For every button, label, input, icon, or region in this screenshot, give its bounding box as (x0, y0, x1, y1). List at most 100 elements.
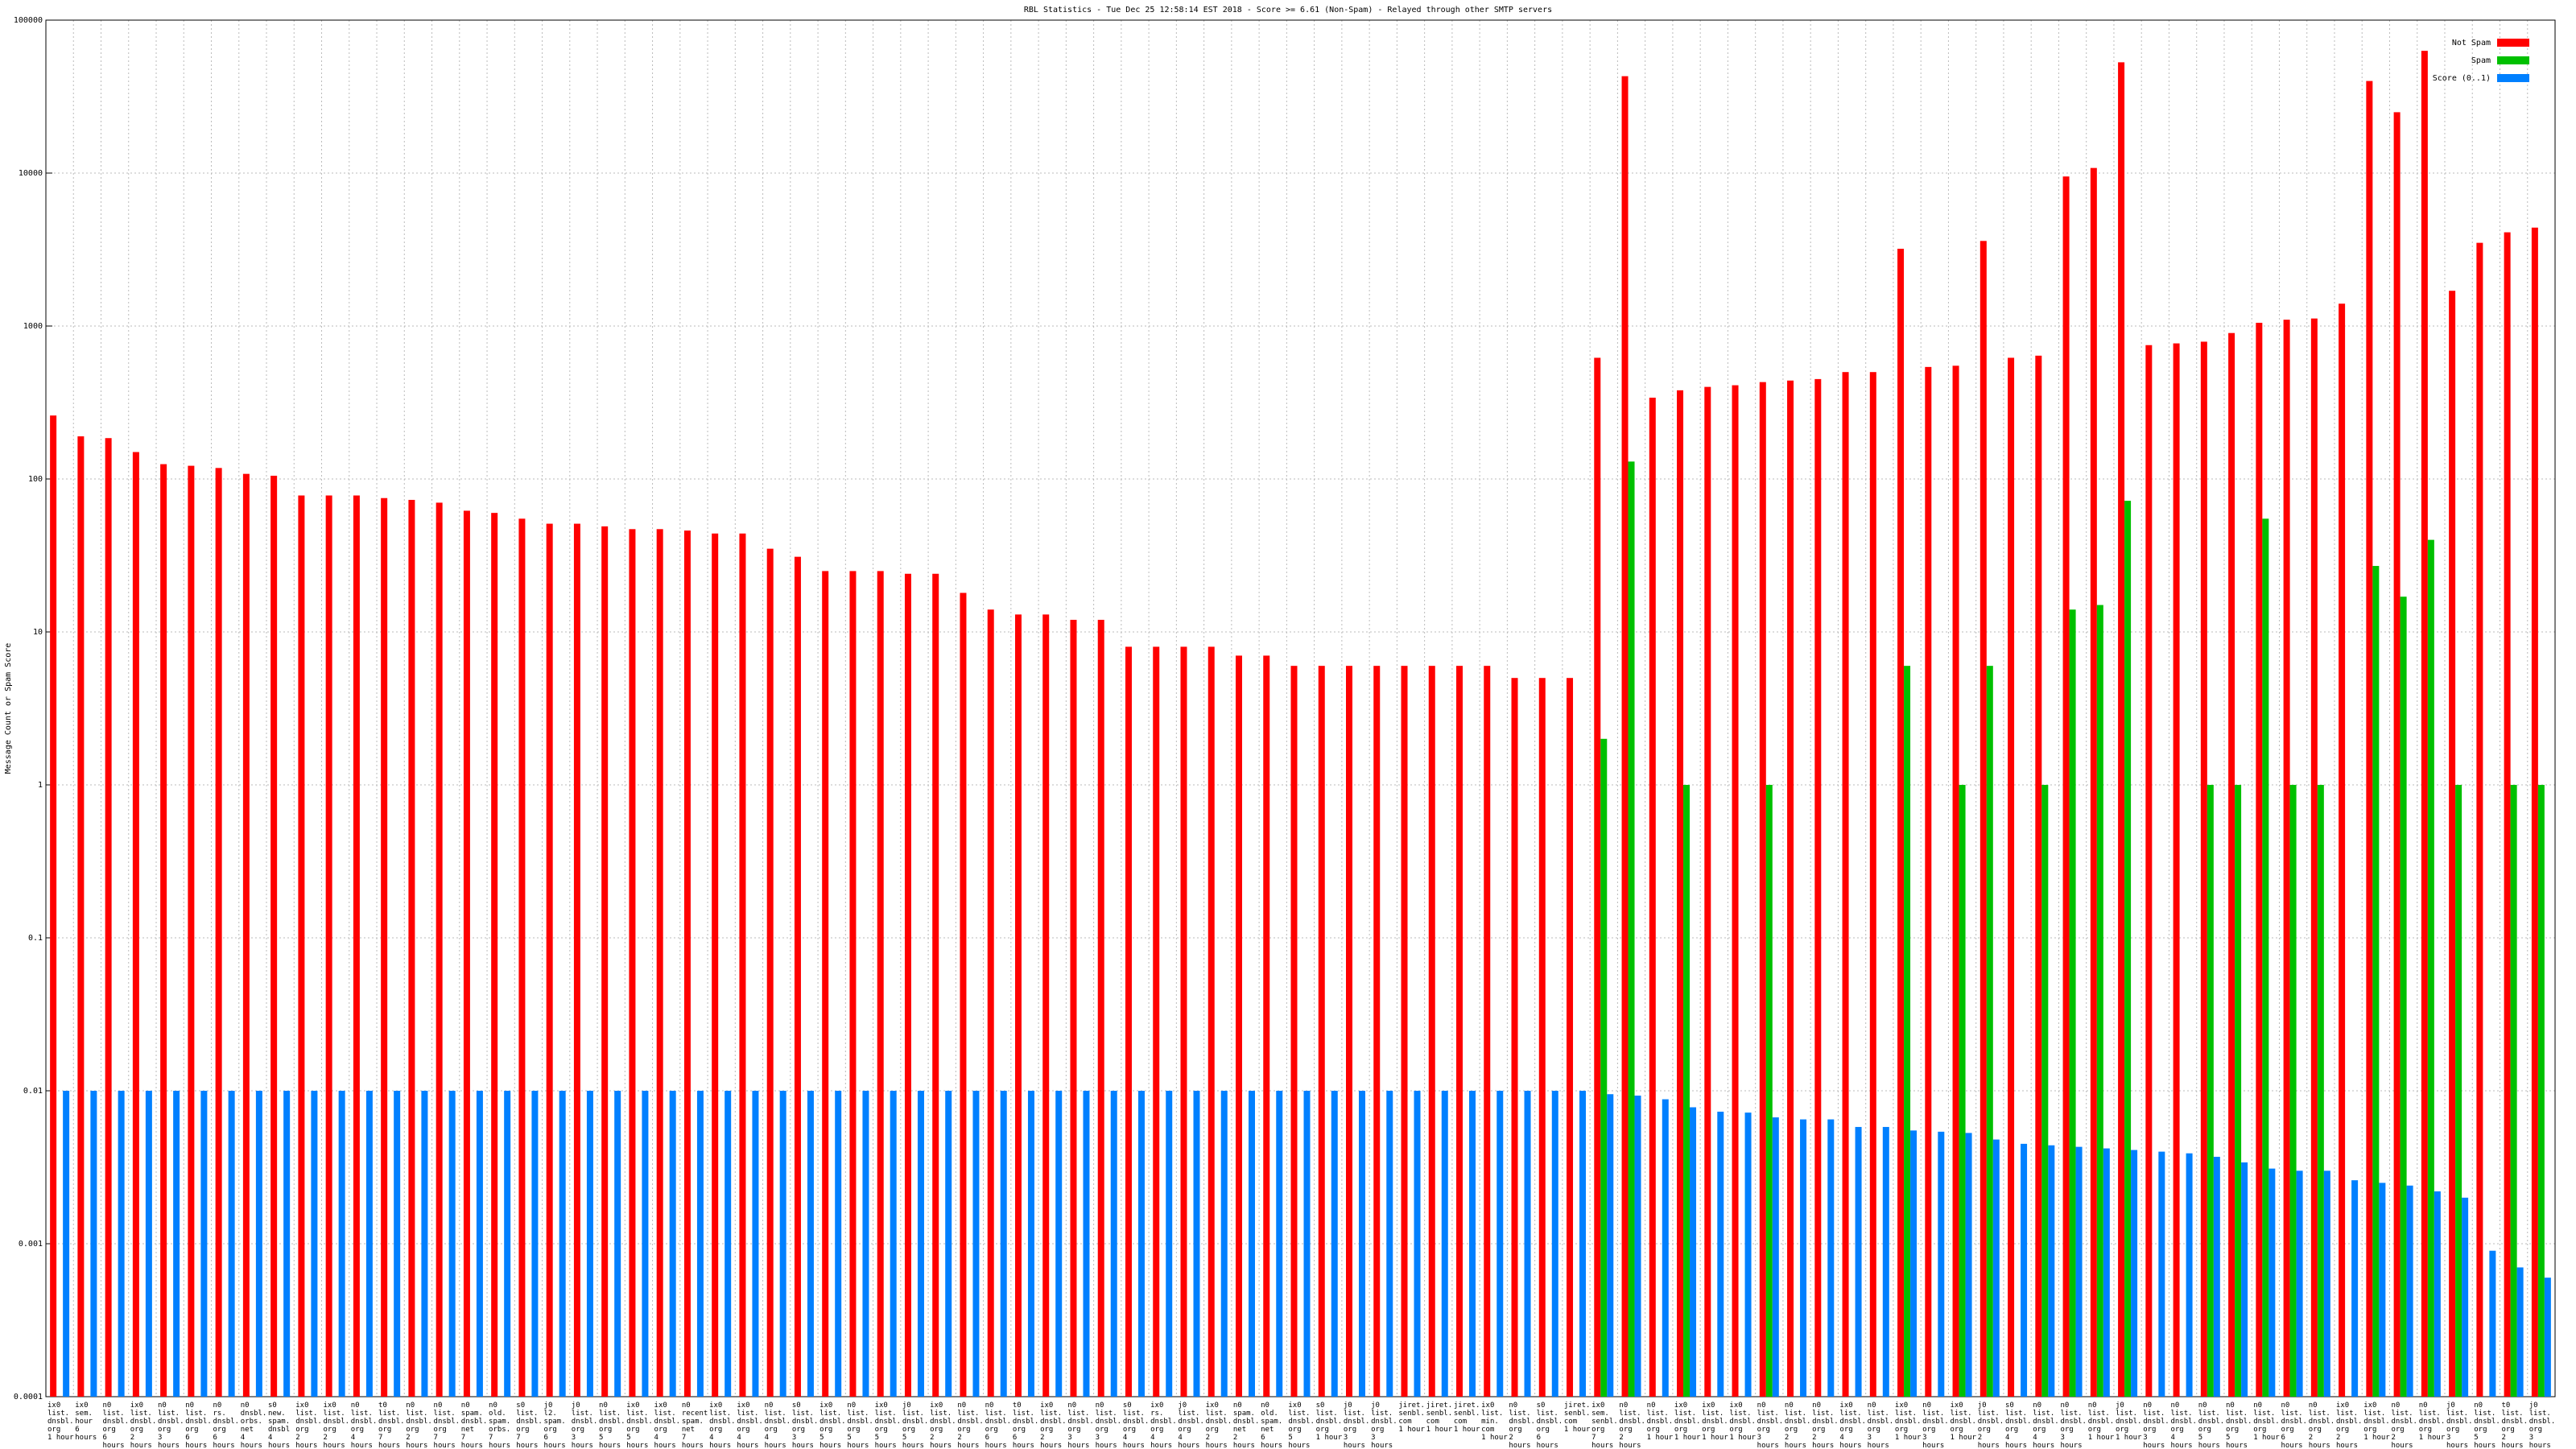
bar (2393, 112, 2401, 1397)
x-tick-label: n0 list. dnsbl. org 2 hours (1619, 1402, 1645, 1448)
bar (2262, 518, 2269, 1397)
bar (1649, 398, 1656, 1397)
bar (1318, 666, 1325, 1397)
bar (573, 523, 580, 1397)
bar (491, 513, 498, 1397)
bar (917, 1091, 924, 1397)
x-tick-label: s0 list. dnsbl. org 6 hours (1536, 1402, 1563, 1448)
x-tick-label: t0 list. dnsbl. org 7 hours (378, 1402, 405, 1448)
x-tick-label: n0 spam. dnsbl. net 2 hours (1232, 1402, 1260, 1448)
bar (586, 1091, 593, 1397)
x-tick-label: n0 list. dnsbl. org 2 hours (1509, 1402, 1535, 1448)
x-tick-label: n0 list. dnsbl. org 1 hour (1646, 1402, 1674, 1442)
bar (1524, 1091, 1531, 1397)
bar (2400, 597, 2407, 1397)
x-tick-label: ix0 list. dnsbl. org 2 hours (2335, 1402, 2363, 1448)
bar (1125, 646, 1132, 1397)
bar (2339, 303, 2346, 1397)
x-tick-label: s0 list. dnsbl. org 4 hours (1122, 1402, 1150, 1448)
x-tick-label: ix0 list. dnsbl. org 2 hours (130, 1402, 157, 1448)
x-tick-label: s0 list. dnsbl. org 3 hours (791, 1402, 819, 1448)
bar (463, 510, 470, 1397)
bar (118, 1091, 125, 1397)
bar (1401, 666, 1408, 1397)
bar (1331, 1091, 1338, 1397)
bar (1220, 1091, 1228, 1397)
bar (1628, 461, 1635, 1397)
bar (200, 1091, 208, 1397)
bar (2296, 1170, 2303, 1397)
x-tick-label: j0 list. dnsbl. org 3 hours (571, 1402, 598, 1448)
x-tick-label: ix0 list. dnsbl. org 4 hours (1839, 1402, 1866, 1448)
bar (1986, 666, 1993, 1397)
bar (1594, 357, 1601, 1397)
bar (1904, 666, 1911, 1397)
bar (381, 497, 388, 1397)
bar (2421, 51, 2428, 1397)
bar (2241, 1162, 2248, 1397)
legend-label: Spam (2471, 56, 2491, 65)
bar (63, 1091, 70, 1397)
bar (1496, 1091, 1504, 1397)
bar (1014, 614, 1022, 1397)
y-tick-label: 100000 (14, 16, 43, 25)
bar (1110, 1091, 1117, 1397)
bar (283, 1091, 291, 1397)
bar (1772, 1117, 1779, 1397)
bar (1055, 1091, 1063, 1397)
bar (77, 436, 85, 1397)
bar (1662, 1099, 1669, 1397)
bar (1965, 1133, 1972, 1397)
bar (2069, 609, 2076, 1397)
x-tick-label: ix0 rs. dnsbl. org 4 hours (1150, 1402, 1177, 1448)
bar (2131, 1150, 2138, 1397)
x-tick-label: s0 list. dnsbl. org 4 hours (2004, 1402, 2032, 1448)
bar (807, 1091, 814, 1397)
bar (2372, 566, 2380, 1397)
bar (2406, 1185, 2413, 1397)
bar (2048, 1145, 2055, 1397)
bar (2268, 1168, 2276, 1397)
bar (2158, 1151, 2165, 1397)
y-tick-label: 1000 (23, 322, 43, 331)
x-tick-label: n0 spam. dnsbl. net 7 hours (460, 1402, 488, 1448)
bar (2427, 539, 2434, 1397)
bar (752, 1091, 759, 1397)
x-tick-label: j0 list. dnsbl. org 4 hours (1178, 1402, 1204, 1448)
x-tick-label: n0 list. dnsbl. org 4 hours (2033, 1402, 2059, 1448)
x-tick-label: ix0 list. dnsbl. org 1 hour (1950, 1402, 1976, 1442)
x-tick-label: j0 list. dnsbl. org 3 hours (2529, 1402, 2556, 1448)
x-tick-label: ix0 list. dnsbl. org 2 hours (295, 1402, 322, 1448)
bar (365, 1091, 373, 1397)
x-tick-label: j0 list. dnsbl. org 2 hours (1977, 1402, 2004, 1448)
bar (1208, 646, 1215, 1397)
bar (890, 1091, 897, 1397)
x-tick-label: n0 list. dnsbl. org 2 hours (2308, 1402, 2335, 1448)
bar (1373, 666, 1381, 1397)
bar (1441, 1091, 1448, 1397)
bar (1634, 1095, 1641, 1397)
x-tick-label: n0 list. dnsbl. org 5 hours (2225, 1402, 2252, 1448)
bar (2186, 1153, 2193, 1397)
bar (960, 592, 967, 1397)
bar (2310, 318, 2318, 1397)
x-tick-label: n0 list. dnsbl. org 5 hours (2198, 1402, 2225, 1448)
bar (2173, 343, 2180, 1397)
x-tick-label: jiret. senbl. com 1 hour (1426, 1402, 1453, 1434)
bar (1979, 241, 1987, 1397)
x-tick-label: n0 list. dnsbl. org 6 hours (185, 1402, 212, 1448)
bar (1359, 1091, 1366, 1397)
bar (696, 1091, 704, 1397)
bar (2041, 785, 2049, 1397)
y-tick-label: 0.001 (19, 1240, 43, 1249)
bar (656, 529, 663, 1397)
y-tick-label: 100 (28, 475, 43, 484)
y-tick-label: 10000 (19, 169, 43, 178)
bar (325, 495, 332, 1397)
legend-swatch (2497, 39, 2529, 47)
legend-label: Not Spam (2452, 39, 2491, 47)
bar (1428, 666, 1435, 1397)
bar (2283, 320, 2290, 1397)
x-tick-label: ix0 list. dnsbl. org 4 hours (709, 1402, 736, 1448)
